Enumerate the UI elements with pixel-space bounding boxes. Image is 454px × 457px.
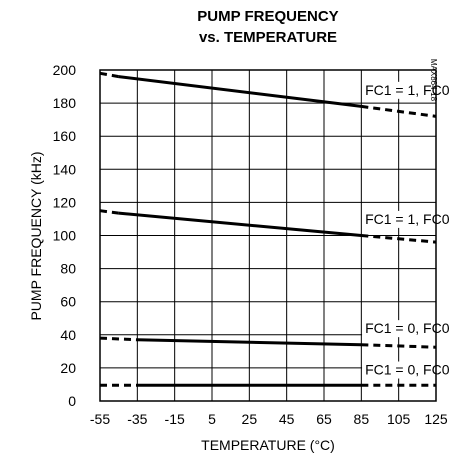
plot-frame <box>99 69 437 402</box>
y-tick-label: 60 <box>60 294 76 310</box>
series-1-label-bg <box>362 81 454 99</box>
y-tick-label: 180 <box>53 95 77 111</box>
series-3-label-bg <box>362 320 454 338</box>
grid-layer <box>100 70 436 401</box>
y-tick-label: 0 <box>68 393 76 409</box>
x-tick-label: 25 <box>242 411 258 427</box>
x-tick-label: 125 <box>424 411 448 427</box>
series-1-segment-dashed <box>361 104 437 118</box>
frame-layer <box>99 69 437 402</box>
chart-title-line-1: PUMP FREQUENCY <box>197 8 339 25</box>
x-tick-label: -15 <box>165 411 185 427</box>
series-layer <box>99 71 437 387</box>
y-tick-label: 160 <box>53 128 77 144</box>
series-1-segment-solid <box>118 75 362 108</box>
y-tick-label: 200 <box>53 62 77 78</box>
x-tick-label: -55 <box>90 411 110 427</box>
series-1-segment-dashed <box>99 71 119 79</box>
y-tick-label: 20 <box>60 360 76 376</box>
series-2-label: FC1 = 1, FC0 = 0 <box>365 211 454 227</box>
x-tick-label: 85 <box>354 411 370 427</box>
series-1-label: FC1 = 1, FC0 = 1 <box>365 82 454 98</box>
annotation-layer: FC1 = 1, FC0 = 1 FC1 = 1, FC0 = 0 FC1 = 0,… <box>362 81 454 379</box>
x-tick-label: 65 <box>316 411 332 427</box>
chart-title-line-2: vs. TEMPERATURE <box>198 29 338 46</box>
series-3-segment-dashed <box>361 343 437 349</box>
watermark-code: MAX864-18 <box>429 59 438 102</box>
x-tick-label: -35 <box>127 411 147 427</box>
x-axis-label: TEMPERATURE (°C) <box>201 437 335 453</box>
y-tick-label: 140 <box>53 161 77 177</box>
series-4-label-bg <box>362 361 454 379</box>
y-tick-label: 80 <box>60 261 76 277</box>
series-2-segment-dashed <box>99 209 119 215</box>
x-tick-label: 105 <box>387 411 411 427</box>
series-2-label-bg <box>362 210 454 228</box>
tick-layer: -55 -35 -15 5 25 45 65 85 105 125 0 20 40 60 80 100 120 1… <box>53 62 448 427</box>
y-tick-label: 40 <box>60 327 76 343</box>
y-axis-label: PUMP FREQUENCY (kHz) <box>28 151 44 320</box>
x-tick-label: 5 <box>208 411 216 427</box>
series-3-segment-dashed <box>99 336 138 342</box>
series-2-segment-dashed <box>361 234 437 244</box>
series-3-segment-solid <box>137 338 362 347</box>
y-tick-label: 120 <box>53 194 77 210</box>
series-2-segment-solid <box>118 211 362 237</box>
y-tick-label: 100 <box>53 228 77 244</box>
x-tick-label: 45 <box>279 411 295 427</box>
series-4-label: FC1 = 0, FC0 = 0 <box>365 362 454 378</box>
series-3-label: FC1 = 0, FC0 = 1 <box>365 320 454 336</box>
